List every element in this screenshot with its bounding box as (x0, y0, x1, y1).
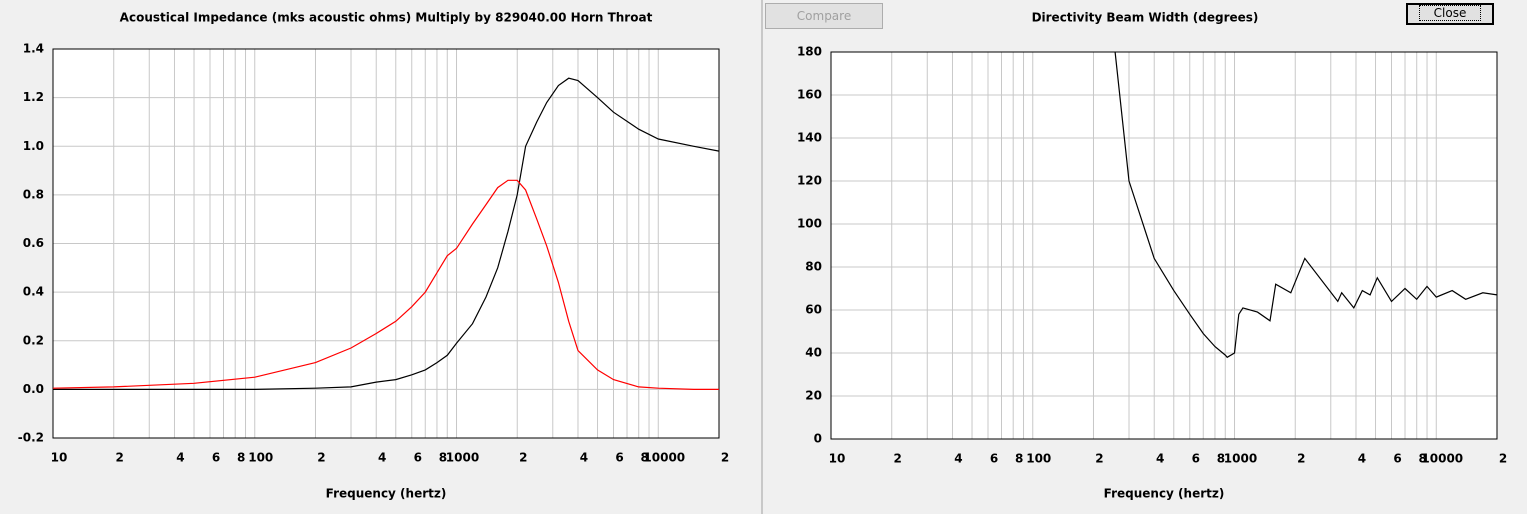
x-tick-label: 8 (237, 451, 245, 465)
x-tick-label: 4 (378, 451, 386, 465)
x-tick-label: 2 (116, 451, 124, 465)
compare-button[interactable]: Compare (765, 3, 883, 29)
y-tick-label: 60 (805, 303, 822, 317)
y-tick-label: 0.4 (23, 285, 44, 299)
y-tick-label: 1.0 (23, 139, 44, 153)
x-tick-label: 6 (414, 451, 422, 465)
y-tick-label: 140 (797, 131, 822, 145)
y-tick-label: 0 (814, 432, 822, 446)
x-tick-label: 10000 (643, 451, 685, 465)
x-axis-label: Frequency (hertz) (326, 487, 447, 501)
y-tick-label: 0.2 (23, 333, 44, 347)
chart-title: Acoustical Impedance (mks acoustic ohms)… (120, 11, 653, 25)
x-tick-label: 8 (641, 451, 649, 465)
x-tick-label: 2 (317, 451, 325, 465)
x-tick-label: 100 (1026, 452, 1051, 466)
data-line (53, 77, 720, 390)
x-tick-label: 10 (829, 452, 846, 466)
plot-border (830, 51, 1498, 440)
plot-area (831, 52, 1497, 439)
x-tick-label: 2 (1297, 452, 1305, 466)
x-tick-label: 6 (1192, 452, 1200, 466)
x-axis-label: Frequency (hertz) (1104, 487, 1225, 501)
x-tick-label: 10000 (1421, 452, 1463, 466)
x-tick-label: 10 (51, 451, 68, 465)
x-tick-label: 4 (1358, 452, 1366, 466)
y-tick-label: 120 (797, 174, 822, 188)
x-tick-label: 6 (990, 452, 998, 466)
y-tick-label: 0.8 (23, 187, 44, 201)
x-tick-label: 8 (1419, 452, 1427, 466)
y-tick-label: 20 (805, 389, 822, 403)
y-tick-label: 1.2 (23, 90, 44, 104)
x-tick-label: 2 (721, 451, 729, 465)
y-tick-label: 0.6 (23, 236, 44, 250)
y-tick-label: 160 (797, 88, 822, 102)
x-tick-label: 6 (1393, 452, 1401, 466)
close-label: Close (1418, 5, 1482, 21)
x-tick-label: 4 (954, 452, 962, 466)
y-tick-label: 0.0 (23, 382, 44, 396)
y-tick-label: 1.4 (23, 42, 44, 56)
x-tick-label: 1000 (1224, 452, 1257, 466)
y-tick-label: 100 (797, 217, 822, 231)
x-tick-label: 6 (212, 451, 220, 465)
data-line (52, 179, 719, 390)
x-tick-label: 2 (1095, 452, 1103, 466)
y-tick-label: 40 (805, 346, 822, 360)
data-line (1114, 51, 1498, 359)
y-tick-label: 180 (797, 45, 822, 59)
x-tick-label: 100 (248, 451, 273, 465)
x-tick-label: 2 (1499, 452, 1507, 466)
plot-border (52, 48, 720, 439)
y-tick-label: 80 (805, 260, 822, 274)
x-tick-label: 2 (894, 452, 902, 466)
x-tick-label: 4 (176, 451, 184, 465)
x-tick-label: 8 (439, 451, 447, 465)
y-tick-label: -0.2 (18, 431, 44, 445)
x-tick-label: 4 (1156, 452, 1164, 466)
x-tick-label: 8 (1015, 452, 1023, 466)
close-button[interactable]: Close (1406, 3, 1494, 25)
x-tick-label: 2 (519, 451, 527, 465)
x-tick-label: 4 (580, 451, 588, 465)
x-tick-label: 1000 (446, 451, 479, 465)
chart-title: Directivity Beam Width (degrees) (1032, 11, 1259, 25)
x-tick-label: 8 (1217, 452, 1225, 466)
x-tick-label: 6 (615, 451, 623, 465)
